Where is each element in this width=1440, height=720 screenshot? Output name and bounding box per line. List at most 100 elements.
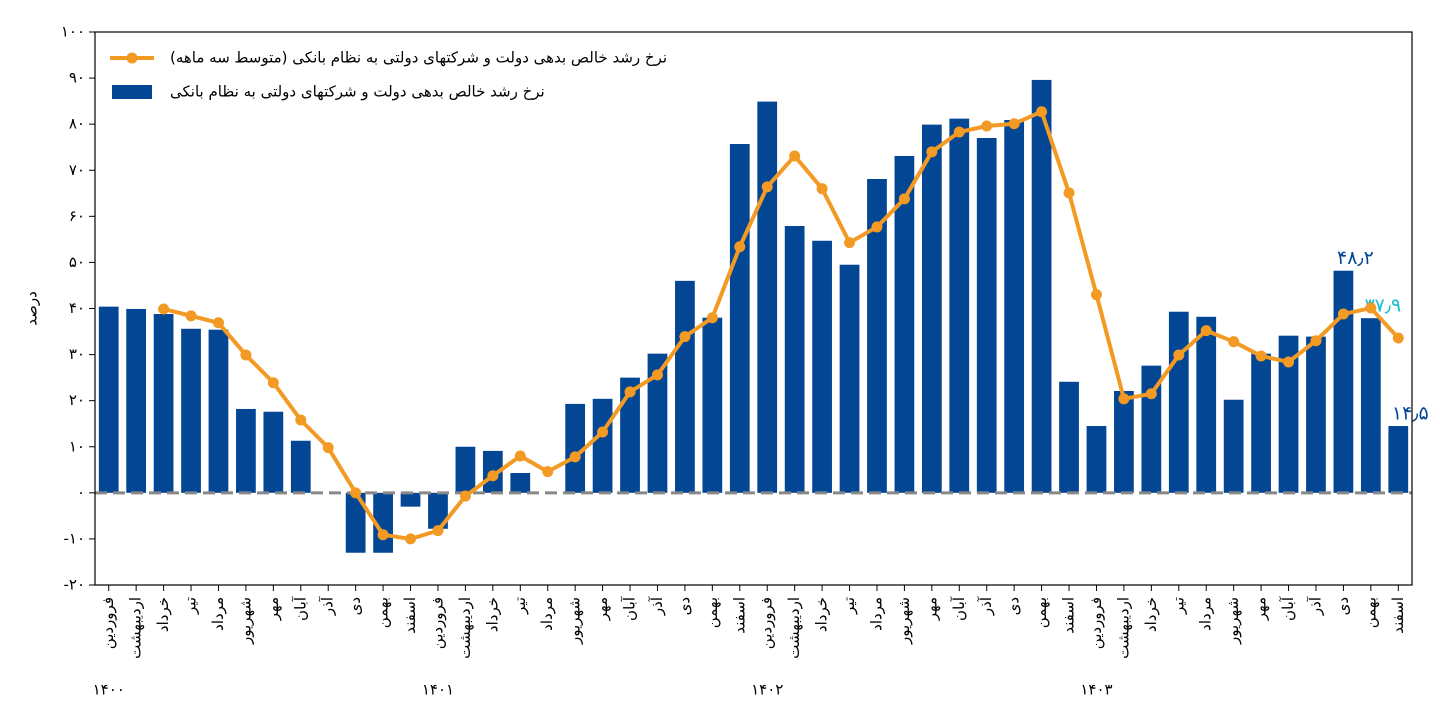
bar — [729, 143, 750, 493]
line-point — [789, 150, 801, 162]
x-tick-label: دی — [1005, 597, 1023, 615]
x-tick-label: مرداد — [1197, 597, 1215, 631]
year-label: ۱۴۰۰ — [93, 681, 125, 699]
bar — [675, 280, 695, 493]
line-point — [487, 470, 499, 482]
x-tick-label: آبان — [621, 596, 639, 621]
bar — [647, 353, 668, 493]
line-point — [377, 529, 389, 541]
x-tick-label: اسفند — [730, 597, 748, 634]
bar — [98, 306, 119, 493]
y-tick-label: ۵۰ — [69, 253, 85, 271]
x-tick-label: بهمن — [374, 597, 392, 628]
bar — [867, 179, 887, 493]
line-point — [624, 386, 636, 398]
y-tick-label: ۱۰ — [69, 437, 85, 455]
bar — [1333, 270, 1354, 493]
bar — [839, 264, 860, 493]
bar — [784, 226, 805, 493]
line-point — [953, 126, 965, 138]
bar — [428, 492, 448, 529]
line-point — [1228, 336, 1240, 348]
x-tick-label: آبان — [1279, 596, 1297, 621]
line-point — [240, 349, 252, 361]
line-point — [350, 487, 362, 499]
line-point — [405, 533, 417, 545]
bar — [1278, 335, 1299, 493]
x-tick-label: آبان — [291, 596, 309, 621]
x-tick-label: مرداد — [867, 597, 885, 631]
x-tick-label: فروردین — [758, 597, 776, 649]
bar — [1114, 390, 1134, 493]
bar — [1251, 353, 1271, 493]
y-tick-label: ۹۰ — [69, 69, 85, 87]
bar — [620, 377, 640, 493]
x-tick-label: بهمن — [703, 597, 721, 628]
y-axis-label: درصد — [23, 291, 41, 326]
x-tick-label: خرداد — [154, 597, 172, 632]
x-tick-label: فروردین — [99, 597, 117, 649]
bar — [263, 411, 284, 493]
bar — [921, 124, 942, 493]
line-point — [898, 193, 910, 205]
bar — [1004, 120, 1025, 493]
bar — [1223, 399, 1244, 493]
x-tick-label: مرداد — [209, 597, 227, 631]
line-point — [871, 221, 883, 233]
x-tick-label: اردیبهشت — [785, 597, 803, 659]
line-point — [761, 181, 773, 193]
line-point — [734, 241, 746, 253]
value-label: ۴۸٫۲ — [1337, 247, 1374, 269]
x-tick-label: تیر — [840, 597, 858, 615]
line-point — [432, 525, 444, 537]
bar — [345, 492, 366, 553]
x-tick-label: اردیبهشت — [127, 597, 145, 659]
bar — [510, 473, 531, 493]
line-point — [1283, 356, 1295, 368]
line-point — [1365, 302, 1377, 314]
bar — [181, 328, 201, 493]
x-tick-label: خرداد — [813, 597, 831, 632]
bar — [1141, 365, 1162, 493]
x-tick-label: دی — [675, 597, 693, 615]
x-tick-label: خرداد — [483, 597, 501, 632]
line-point — [1337, 308, 1349, 320]
line-point — [1200, 325, 1212, 337]
bar — [1306, 336, 1326, 493]
x-tick-label: تیر — [182, 597, 200, 615]
y-tick-label: ۳۰ — [69, 345, 85, 363]
line-point — [1063, 187, 1075, 199]
bar — [812, 240, 832, 493]
line-point — [981, 120, 993, 132]
legend-label: نرخ رشد خالص بدهی دولت و شرکتهای دولتی ب… — [170, 49, 667, 67]
x-tick-label: اسفند — [1389, 597, 1407, 634]
bar — [976, 137, 997, 493]
y-tick-label: -۲۰ — [63, 576, 85, 594]
bar — [126, 308, 147, 493]
x-tick-label: مهر — [593, 597, 611, 621]
line-point — [1392, 332, 1404, 344]
line-point — [1255, 350, 1267, 362]
line-point — [514, 450, 526, 462]
line-point — [651, 369, 663, 381]
line-point — [322, 442, 334, 454]
x-tick-label: دی — [346, 597, 364, 615]
line-point — [1310, 335, 1322, 347]
x-tick-label: آذر — [319, 596, 337, 616]
y-tick-label: ۷۰ — [69, 161, 85, 179]
x-tick-label: اسفند — [401, 597, 419, 634]
line-point — [1118, 393, 1130, 405]
x-tick-label: تیر — [511, 597, 529, 615]
bar — [702, 317, 723, 493]
bar — [1168, 311, 1189, 493]
line — [163, 109, 1400, 541]
x-tick-label: اردیبهشت — [1114, 597, 1132, 659]
x-tick-label: آبان — [950, 596, 968, 621]
line-point — [1090, 289, 1102, 301]
y-tick-label: -۱۰ — [63, 529, 85, 547]
x-tick-label: فروردین — [1087, 597, 1105, 649]
bar — [1360, 318, 1381, 493]
x-tick-label: مهر — [264, 597, 282, 621]
value-label: ۱۴٫۵ — [1392, 403, 1429, 425]
y-tick-label: ۶۰ — [69, 207, 85, 225]
